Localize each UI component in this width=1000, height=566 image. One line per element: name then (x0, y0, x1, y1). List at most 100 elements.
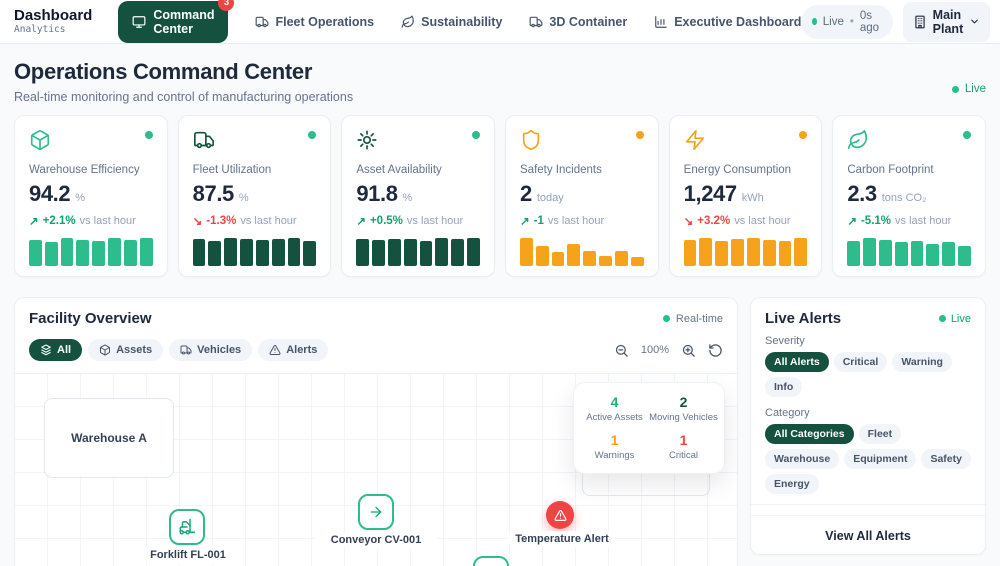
map-zone-warehouse-a[interactable]: Warehouse A (44, 398, 174, 478)
kpi-safety-incidents[interactable]: Safety Incidents 2 today ↗ -1 vs last ho… (505, 115, 659, 277)
kpi-fleet-utilization[interactable]: Fleet Utilization 87.5 % ↘ -1.3% vs last… (177, 115, 332, 277)
kpi-energy-consumption[interactable]: Energy Consumption 1,247 kWh ↘ +3.2% vs … (668, 115, 823, 277)
view-all-alerts-button[interactable]: View All Alerts (751, 515, 985, 554)
nav-command-center[interactable]: Command Center 3 (118, 0, 235, 43)
zap-icon (684, 129, 706, 151)
map-node-conveyor[interactable] (358, 494, 394, 530)
kpi-label: Warehouse Efficiency (29, 164, 140, 176)
severity-warning[interactable]: Warning (892, 352, 952, 372)
kpi-value: 1,247 (683, 181, 737, 206)
map-filter-group: All Assets Vehicles (29, 339, 329, 361)
kpi-sparkline-bars (847, 238, 971, 266)
category-group-label: Category (765, 407, 810, 419)
kpi-sparkline-bars (356, 238, 480, 266)
kpi-sparkline-bars (192, 238, 317, 266)
live-alerts-panel: Live Alerts Live Severity All Alerts Cri… (750, 297, 986, 555)
kpi-unit: % (238, 192, 249, 204)
filter-vehicles-label: Vehicles (197, 344, 242, 356)
nav-sustainability[interactable]: Sustainability (401, 15, 502, 29)
zoom-out-icon[interactable] (614, 343, 629, 358)
zoom-in-icon[interactable] (681, 343, 696, 358)
kpi-unit: tons CO₂ (881, 192, 927, 204)
trend-delta: +0.5% (369, 215, 403, 227)
kpi-value: 91.8 (356, 181, 398, 206)
alert-list: WARNING 5m ago Forklift FL-003 Maintenan… (751, 504, 985, 515)
alerts-live-indicator: Live (938, 312, 971, 325)
alert-triangle-icon (554, 509, 567, 522)
reset-view-icon[interactable] (708, 343, 723, 358)
category-all[interactable]: All Categories (765, 424, 854, 444)
chevron-down-icon (969, 16, 980, 27)
nav-fleet-operations-label: Fleet Operations (275, 14, 375, 29)
truck-icon (255, 15, 269, 29)
facility-overview-panel: Facility Overview Real-time All Ass (14, 297, 738, 566)
live-alerts-title: Live Alerts (765, 310, 842, 327)
severity-all-alerts[interactable]: All Alerts (765, 352, 829, 372)
stat-value: 2 (679, 394, 688, 410)
stat-critical: 1 Critical (649, 432, 718, 461)
nav-3d-container[interactable]: 3D Container (529, 15, 627, 29)
map-node-forklift[interactable] (169, 509, 205, 545)
forklift-icon (178, 518, 196, 536)
trend-suffix: vs last hour (240, 215, 297, 227)
filter-all[interactable]: All (29, 339, 83, 361)
main-nav: Command Center 3 Fleet Operations Sustai… (118, 0, 801, 43)
kpi-label: Fleet Utilization (192, 164, 272, 176)
conveyor-node-label: Conveyor CV-001 (315, 532, 437, 548)
stat-active-assets: 4 Active Assets (580, 394, 649, 423)
live-dot-icon (812, 18, 817, 25)
map-node-conveyor-2[interactable] (473, 556, 509, 566)
status-dot-icon (144, 131, 153, 139)
category-fleet[interactable]: Fleet (858, 424, 902, 444)
severity-critical[interactable]: Critical (833, 352, 888, 372)
facility-map[interactable]: Warehouse A 4 Active Assets 2 Moving Veh… (15, 373, 737, 566)
kpi-warehouse-efficiency[interactable]: Warehouse Efficiency 94.2 % ↗ +2.1% vs l… (14, 115, 168, 277)
last-update-label: 0s ago (859, 9, 880, 34)
stat-label: Warnings (594, 450, 635, 461)
kpi-card-row: Warehouse Efficiency 94.2 % ↗ +2.1% vs l… (0, 115, 1000, 277)
stat-label: Moving Vehicles (649, 412, 718, 423)
status-dot-icon (799, 131, 808, 139)
category-energy[interactable]: Energy (765, 474, 819, 494)
nav-executive-dashboard[interactable]: Executive Dashboard (654, 15, 801, 29)
category-equipment[interactable]: Equipment (844, 449, 917, 469)
truck-icon (193, 129, 215, 151)
leaf-icon (847, 129, 869, 151)
status-dot-icon (308, 131, 317, 139)
kpi-label: Safety Incidents (520, 164, 602, 176)
filter-assets[interactable]: Assets (88, 339, 164, 361)
stat-label: Active Assets (586, 412, 643, 423)
trend-suffix: vs last hour (406, 215, 464, 227)
container-icon (529, 15, 543, 29)
plant-selector[interactable]: Main Plant (902, 1, 991, 42)
page-subtitle: Real-time monitoring and control of manu… (14, 90, 354, 104)
nav-executive-dashboard-label: Executive Dashboard (674, 14, 802, 29)
category-filter-group: All Categories Fleet Warehouse Equipment… (751, 419, 985, 494)
severity-info[interactable]: Info (765, 377, 803, 397)
trend-arrow-icon: ↗ (847, 216, 857, 228)
arrow-right-icon (368, 504, 384, 520)
shield-icon (520, 129, 542, 151)
trend-delta: +2.1% (42, 215, 76, 227)
truck-icon (180, 344, 192, 356)
nav-fleet-operations[interactable]: Fleet Operations (255, 15, 374, 29)
facility-overview-title: Facility Overview (29, 310, 152, 327)
trend-delta: -1.3% (206, 215, 237, 227)
filter-vehicles[interactable]: Vehicles (169, 339, 253, 361)
leaf-icon (401, 15, 415, 29)
kpi-asset-availability[interactable]: Asset Availability 91.8 % ↗ +0.5% vs las… (341, 115, 495, 277)
filter-alerts[interactable]: Alerts (258, 339, 329, 361)
notification-badge: 3 (218, 0, 235, 11)
category-warehouse[interactable]: Warehouse (765, 449, 840, 469)
category-safety[interactable]: Safety (921, 449, 971, 469)
page-live-indicator: Live (951, 83, 986, 95)
kpi-carbon-footprint[interactable]: Carbon Footprint 2.3 tons CO₂ ↗ -5.1% vs… (832, 115, 986, 277)
map-temperature-alert-marker[interactable] (546, 501, 574, 529)
trend-suffix: vs last hour (547, 215, 605, 227)
alerts-live-label: Live (950, 312, 971, 325)
live-dot-icon (951, 85, 959, 93)
app-logo: Dashboard Analytics (14, 7, 92, 35)
kpi-sparkline-bars (29, 238, 153, 266)
main-content: Facility Overview Real-time All Ass (0, 297, 1000, 566)
kpi-label: Carbon Footprint (847, 164, 934, 176)
